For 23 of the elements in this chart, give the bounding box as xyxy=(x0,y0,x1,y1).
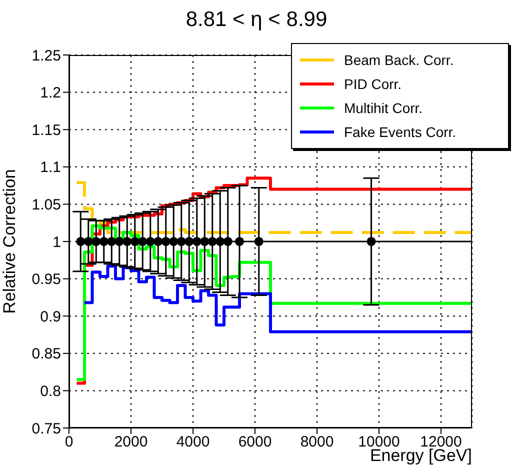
x-tick-label: 6000 xyxy=(238,434,272,451)
legend-label: Multihit Corr. xyxy=(344,100,423,116)
x-tick-label: 2000 xyxy=(114,434,148,451)
x-tick-label: 8000 xyxy=(300,434,334,451)
x-axis-title: Energy [GeV] xyxy=(370,446,472,466)
y-tick-label: 1.15 xyxy=(32,122,61,139)
legend-label: Beam Back. Corr. xyxy=(344,52,454,68)
y-tick-label: 1 xyxy=(52,234,61,251)
y-tick-label: 1.25 xyxy=(32,47,61,64)
chart-title: 8.81 < η < 8.99 xyxy=(184,8,328,32)
x-tick-label: 0 xyxy=(64,434,74,451)
y-tick-label: 1.2 xyxy=(40,84,61,102)
y-tick-label: 1.05 xyxy=(32,196,61,214)
y-tick-label: 1.1 xyxy=(40,159,61,176)
y-tick-label: 0.85 xyxy=(32,346,61,363)
y-tick-label: 0.8 xyxy=(40,383,61,400)
y-axis-title: Relative Correction xyxy=(0,169,20,314)
legend-label: PID Corr. xyxy=(344,76,402,92)
y-tick-label: 0.9 xyxy=(40,308,61,326)
x-tick-label: 4000 xyxy=(176,434,210,451)
y-tick-label: 0.75 xyxy=(32,420,61,438)
y-tick-label: 0.95 xyxy=(32,271,61,288)
legend-label: Fake Events Corr. xyxy=(344,124,456,140)
